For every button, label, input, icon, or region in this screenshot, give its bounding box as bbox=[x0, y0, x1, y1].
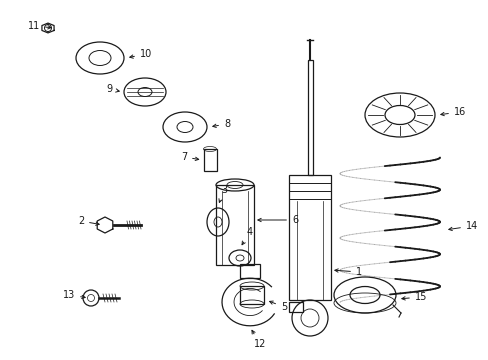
Bar bbox=[216, 185, 253, 265]
Text: 16: 16 bbox=[440, 107, 465, 117]
Text: 9: 9 bbox=[106, 84, 119, 94]
Text: 15: 15 bbox=[401, 292, 427, 302]
Text: 10: 10 bbox=[129, 49, 152, 59]
Bar bbox=[240, 264, 260, 278]
Text: 11: 11 bbox=[28, 21, 51, 31]
Text: 8: 8 bbox=[212, 119, 229, 129]
Bar bbox=[240, 286, 264, 304]
Text: 4: 4 bbox=[242, 227, 253, 245]
Text: 7: 7 bbox=[181, 152, 198, 162]
Text: 3: 3 bbox=[219, 185, 226, 202]
Text: 13: 13 bbox=[63, 290, 85, 300]
Bar bbox=[288, 302, 303, 312]
Text: 6: 6 bbox=[257, 215, 298, 225]
Bar bbox=[203, 149, 216, 171]
Text: 14: 14 bbox=[448, 221, 477, 231]
Bar bbox=[288, 175, 330, 300]
Text: 1: 1 bbox=[334, 267, 361, 277]
Text: 5: 5 bbox=[269, 301, 286, 312]
Bar bbox=[307, 60, 312, 175]
Text: 12: 12 bbox=[251, 330, 265, 349]
Text: 2: 2 bbox=[78, 216, 99, 226]
